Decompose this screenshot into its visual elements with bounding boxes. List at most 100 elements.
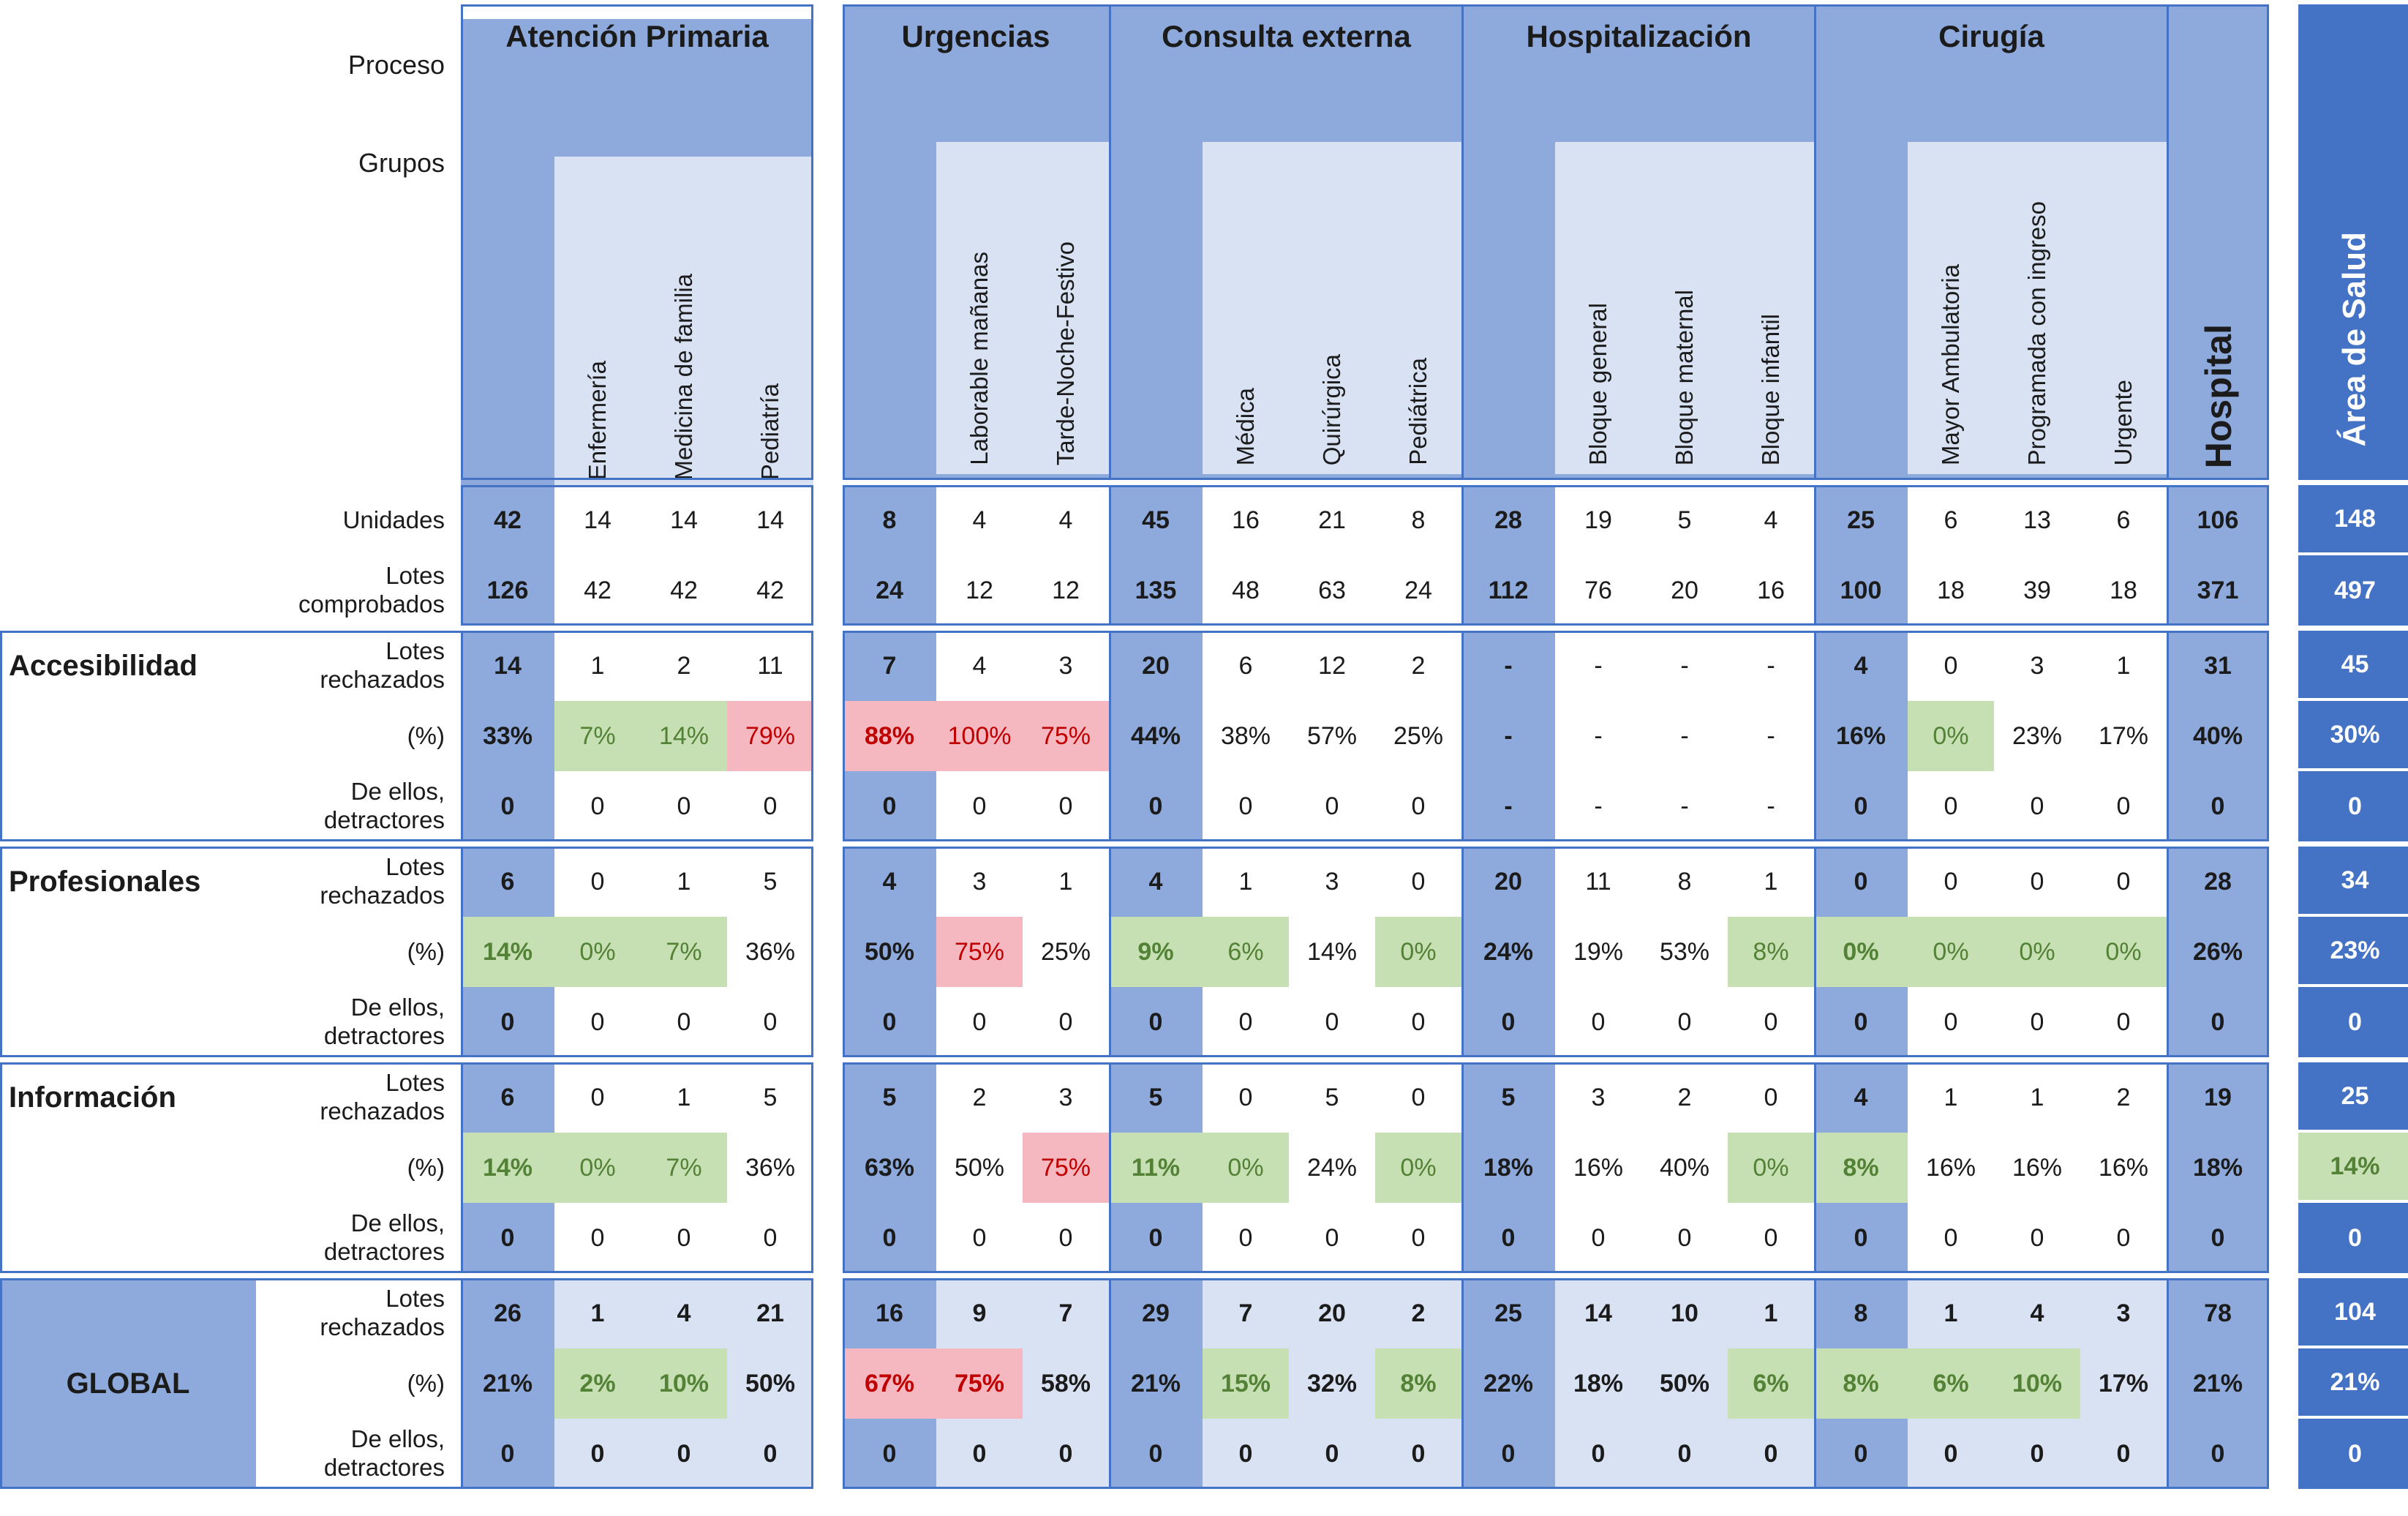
value-cell: 0 bbox=[1238, 792, 1253, 820]
subgroup-label: Programada con ingreso bbox=[2023, 200, 2050, 465]
value-cell: 18 bbox=[2110, 576, 2137, 604]
value-cell: 0 bbox=[972, 1007, 987, 1036]
total-cell: 106 bbox=[2167, 485, 2269, 555]
value-cell: 0 bbox=[1677, 1223, 1692, 1252]
group-title: Consulta externa bbox=[1162, 19, 1411, 53]
total-cell: 4 bbox=[1814, 631, 1908, 701]
subgroup-header-cell: Pediátrica bbox=[1375, 142, 1461, 474]
value-cell: 21 bbox=[1318, 506, 1346, 534]
value-cell: 14 bbox=[756, 506, 784, 534]
value-cell: 0 bbox=[1058, 1223, 1073, 1252]
total-cell: 14 bbox=[461, 631, 554, 701]
value-cell: 0 bbox=[1764, 1223, 1778, 1252]
row-label: Unidades bbox=[342, 506, 445, 533]
subgroup-header-cell: Laborable mañanas bbox=[936, 142, 1023, 474]
area-cell: 14% bbox=[2298, 1133, 2408, 1203]
value-cell: 0 bbox=[1944, 651, 1958, 680]
total-cell: 14% bbox=[461, 1133, 554, 1203]
value-cell: 50% bbox=[954, 1153, 1005, 1182]
value-cell: 0 bbox=[1325, 1223, 1339, 1252]
total-cell: 42 bbox=[461, 485, 554, 555]
value-cell: 6 bbox=[1238, 651, 1253, 680]
value-cell: 38% bbox=[1220, 721, 1271, 750]
subgroup-header-cell: Enfermería bbox=[554, 157, 641, 489]
value-cell: 0% bbox=[1908, 701, 1994, 771]
total-cell: 8 bbox=[843, 485, 936, 555]
value-cell: 0 bbox=[590, 867, 605, 896]
total-cell: 7 bbox=[843, 631, 936, 701]
total-cell: 135 bbox=[1109, 555, 1203, 626]
total-cell: 0 bbox=[1461, 1203, 1555, 1273]
subgroup-label: Mayor Ambulatoria bbox=[1936, 263, 1964, 465]
value-cell: 3 bbox=[1325, 867, 1339, 896]
total-cell: - bbox=[1461, 701, 1555, 771]
value-cell: 0% bbox=[554, 917, 641, 987]
value-cell: - bbox=[1767, 792, 1775, 820]
value-cell: 25% bbox=[1393, 721, 1444, 750]
total-cell: - bbox=[1461, 631, 1555, 701]
area-cell: 0 bbox=[2298, 771, 2408, 841]
total-cell: 25 bbox=[1814, 485, 1908, 555]
total-cell: 4 bbox=[843, 847, 936, 917]
value-cell: 0 bbox=[763, 1223, 778, 1252]
subgroup-header-cell: Mayor Ambulatoria bbox=[1908, 142, 1994, 474]
value-cell: 0 bbox=[2030, 792, 2044, 820]
value-cell: 3 bbox=[2080, 1278, 2167, 1348]
value-cell: 1 bbox=[2030, 1083, 2044, 1111]
total-cell: 0 bbox=[2167, 1419, 2269, 1489]
area-cell: 148 bbox=[2298, 485, 2408, 555]
value-cell: 6% bbox=[1728, 1348, 1814, 1419]
total-cell: 67% bbox=[843, 1348, 936, 1419]
value-cell: 8% bbox=[1728, 917, 1814, 987]
value-cell: 14% bbox=[1306, 937, 1358, 966]
value-cell: 0 bbox=[763, 792, 778, 820]
total-cell: 11% bbox=[1109, 1133, 1203, 1203]
group-header-atenci-n-primaria: Atención Primaria Enfermería Medicina de f… bbox=[461, 19, 813, 495]
total-cell: 0 bbox=[1814, 1419, 1908, 1489]
area-cell: 30% bbox=[2298, 701, 2408, 771]
value-cell: 8% bbox=[1375, 1348, 1461, 1419]
group-header-hospitalizaci-n: Hospitalización Bloque general Bloque mate… bbox=[1461, 4, 1814, 480]
value-cell: 12 bbox=[966, 576, 993, 604]
value-cell: 0 bbox=[2030, 1007, 2044, 1036]
value-cell: 36% bbox=[745, 1153, 796, 1182]
value-cell: 3 bbox=[1058, 1083, 1073, 1111]
hospital-label-wrap: Hospital bbox=[2169, 4, 2269, 480]
subgroup-label: Pediatría bbox=[756, 383, 783, 480]
value-cell: 0 bbox=[2116, 792, 2131, 820]
total-cell: 21% bbox=[461, 1348, 554, 1419]
value-cell: 8 bbox=[1677, 867, 1692, 896]
value-cell: - bbox=[1767, 651, 1775, 680]
subgroup-header-cell: Bloque general bbox=[1555, 142, 1641, 474]
row-label: (%) bbox=[407, 937, 445, 965]
total-cell: 18% bbox=[2167, 1133, 2269, 1203]
value-cell: 1 bbox=[677, 867, 691, 896]
total-cell: 126 bbox=[461, 555, 554, 626]
value-cell: - bbox=[1594, 651, 1603, 680]
total-cell: 20 bbox=[1109, 631, 1203, 701]
total-cell: 18% bbox=[1461, 1133, 1555, 1203]
value-cell: 0% bbox=[1908, 917, 1994, 987]
section-profesionales: Lotes rechazados 6 0 1 5 4 3 1 4 1 3 0 20 11 8 1 0 0 0 0 28 3… bbox=[0, 847, 2408, 1057]
value-cell: 12 bbox=[1318, 651, 1346, 680]
row-label: Lotes rechazados bbox=[320, 1069, 445, 1125]
subgroup-header-cell: Pediatría bbox=[727, 157, 813, 489]
subgroup-label: Tarde-Noche-Festivo bbox=[1051, 241, 1079, 465]
value-cell: 25% bbox=[1040, 937, 1091, 966]
total-cell: 21% bbox=[2167, 1348, 2269, 1419]
value-cell: 10% bbox=[1994, 1348, 2080, 1419]
total-cell: 44% bbox=[1109, 701, 1203, 771]
section-informaci-n: Lotes rechazados 6 0 1 5 5 2 3 5 0 5 0 5 3 2 0 4 1 1 2 19 25 (… bbox=[0, 1062, 2408, 1273]
value-cell: 1 bbox=[2116, 651, 2131, 680]
value-cell: 100% bbox=[936, 701, 1023, 771]
value-cell: 0 bbox=[1641, 1419, 1728, 1489]
subgroup-header-band: Laborable mañanas Tarde-Noche-Festivo bbox=[936, 142, 1109, 474]
value-cell: 4 bbox=[972, 651, 987, 680]
value-cell: 1 bbox=[1728, 1278, 1814, 1348]
value-cell: 2 bbox=[972, 1083, 987, 1111]
value-cell: 5 bbox=[1677, 506, 1692, 534]
axis-labels: Proceso Grupos bbox=[0, 4, 461, 480]
value-cell: 57% bbox=[1306, 721, 1358, 750]
value-cell: 16 bbox=[1757, 576, 1785, 604]
total-cell: 4 bbox=[1109, 847, 1203, 917]
